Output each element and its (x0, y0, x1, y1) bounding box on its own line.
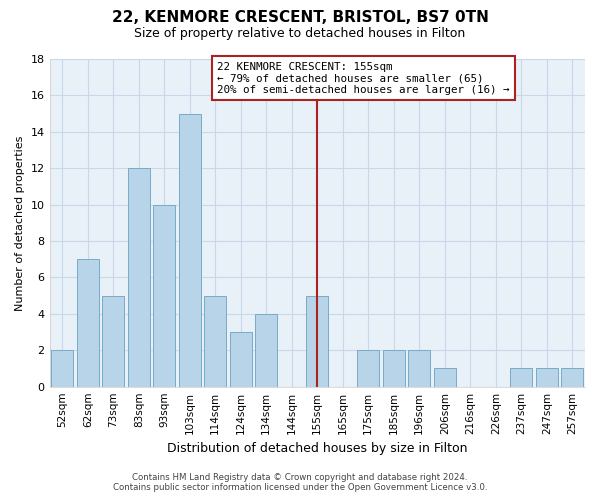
X-axis label: Distribution of detached houses by size in Filton: Distribution of detached houses by size … (167, 442, 467, 455)
Text: 22, KENMORE CRESCENT, BRISTOL, BS7 0TN: 22, KENMORE CRESCENT, BRISTOL, BS7 0TN (112, 10, 488, 25)
Bar (409, 350, 430, 386)
Text: Contains HM Land Registry data © Crown copyright and database right 2024.
Contai: Contains HM Land Registry data © Crown c… (113, 473, 487, 492)
Bar (52, 350, 73, 386)
Bar (434, 368, 455, 386)
Bar (562, 368, 583, 386)
Text: Size of property relative to detached houses in Filton: Size of property relative to detached ho… (134, 28, 466, 40)
Bar (536, 368, 557, 386)
Bar (179, 114, 200, 386)
Y-axis label: Number of detached properties: Number of detached properties (15, 135, 25, 310)
Bar (383, 350, 404, 386)
Bar (103, 296, 124, 386)
Bar (358, 350, 379, 386)
Bar (128, 168, 149, 386)
Bar (511, 368, 532, 386)
Bar (205, 296, 226, 386)
Bar (154, 204, 175, 386)
Bar (256, 314, 277, 386)
Bar (230, 332, 251, 386)
Text: 22 KENMORE CRESCENT: 155sqm
← 79% of detached houses are smaller (65)
20% of sem: 22 KENMORE CRESCENT: 155sqm ← 79% of det… (217, 62, 509, 95)
Bar (77, 259, 98, 386)
Bar (307, 296, 328, 386)
